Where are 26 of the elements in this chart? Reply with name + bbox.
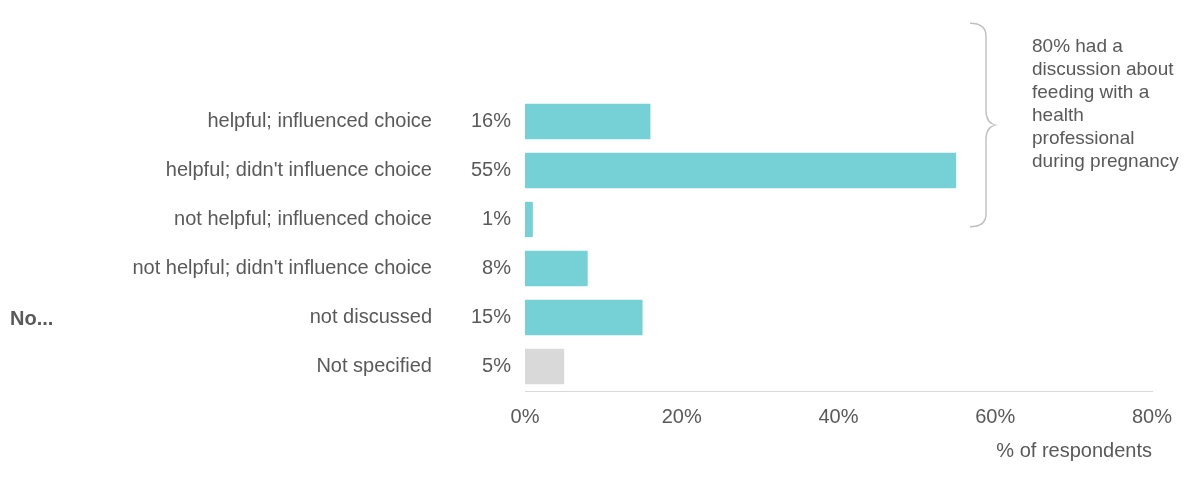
x-tick-label: 0% bbox=[510, 404, 540, 427]
text: No... bbox=[10, 307, 54, 330]
y-tick-label: not helpful; influenced choice bbox=[174, 207, 432, 230]
y-tick-label: Not specified bbox=[316, 354, 432, 377]
x-tick-label: 80% bbox=[1131, 404, 1173, 427]
bar bbox=[525, 152, 957, 189]
annotation: 80% had a discussion about feeding with a health professional during pregnancy bbox=[1032, 34, 1180, 172]
bar bbox=[525, 299, 643, 336]
data-label: 15% bbox=[470, 305, 512, 328]
x-tick-label: 20% bbox=[661, 404, 702, 427]
data-label: 8% bbox=[482, 256, 512, 279]
x-tick-label: 60% bbox=[975, 404, 1016, 427]
data-label: 1% bbox=[482, 207, 512, 230]
y-tick-label: not discussed bbox=[309, 305, 432, 328]
y-tick-label: helpful; influenced choice bbox=[207, 109, 432, 132]
bar bbox=[525, 250, 588, 287]
data-label: 16% bbox=[470, 109, 512, 132]
y-tick-label: not helpful; didn't influence choice bbox=[132, 256, 432, 279]
y-tick-label: helpful; didn't influence choice bbox=[165, 158, 432, 181]
x-axis-title: % of respondents bbox=[996, 438, 1152, 461]
bar bbox=[525, 201, 533, 238]
bar bbox=[525, 348, 565, 385]
x-tick-label: 40% bbox=[818, 404, 859, 427]
data-label: 5% bbox=[482, 354, 512, 377]
data-label: 55% bbox=[470, 158, 512, 181]
bar bbox=[525, 103, 651, 140]
